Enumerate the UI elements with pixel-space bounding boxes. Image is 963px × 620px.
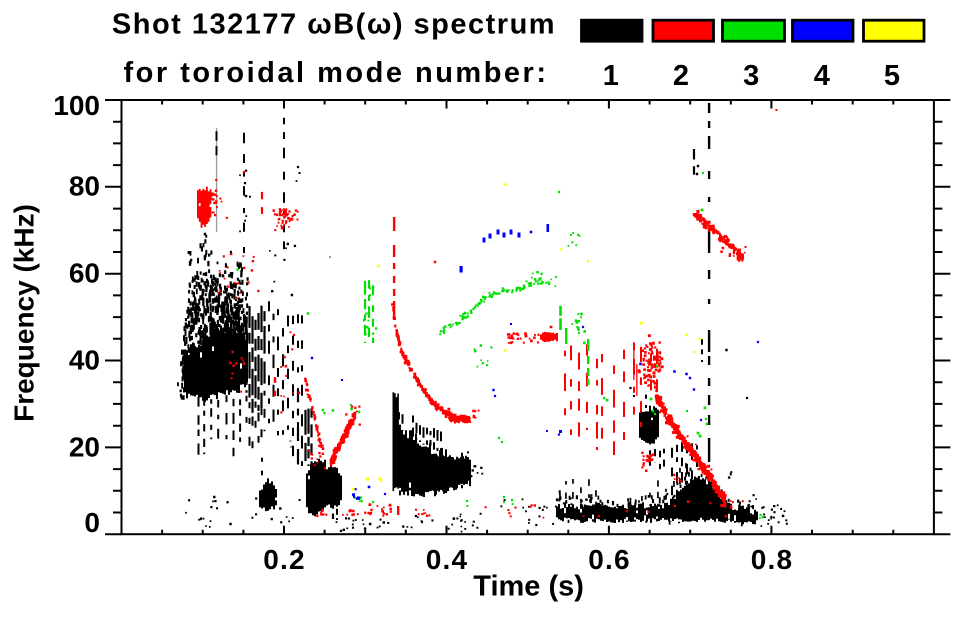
svg-text:60: 60 (69, 257, 100, 288)
svg-text:Shot 132177 ωB(ω) spectrum: Shot 132177 ωB(ω) spectrum (112, 9, 556, 41)
svg-text:Frequency (kHz): Frequency (kHz) (9, 204, 40, 422)
svg-text:0.4: 0.4 (426, 544, 469, 575)
svg-text:2: 2 (673, 60, 689, 92)
svg-text:0.8: 0.8 (751, 544, 794, 575)
svg-text:0.6: 0.6 (588, 544, 631, 575)
svg-text:4: 4 (814, 60, 830, 92)
svg-text:20: 20 (69, 431, 100, 462)
svg-text:3: 3 (743, 60, 759, 92)
svg-text:1: 1 (603, 60, 619, 92)
svg-text:80: 80 (69, 170, 100, 201)
svg-text:0.2: 0.2 (263, 544, 306, 575)
svg-text:5: 5 (884, 60, 900, 92)
svg-text:for toroidal mode number:: for toroidal mode number: (124, 57, 549, 89)
svg-text:40: 40 (69, 345, 100, 376)
svg-text:100: 100 (53, 90, 100, 121)
svg-text:Time (s): Time (s) (473, 571, 584, 603)
svg-text:0: 0 (84, 507, 100, 538)
